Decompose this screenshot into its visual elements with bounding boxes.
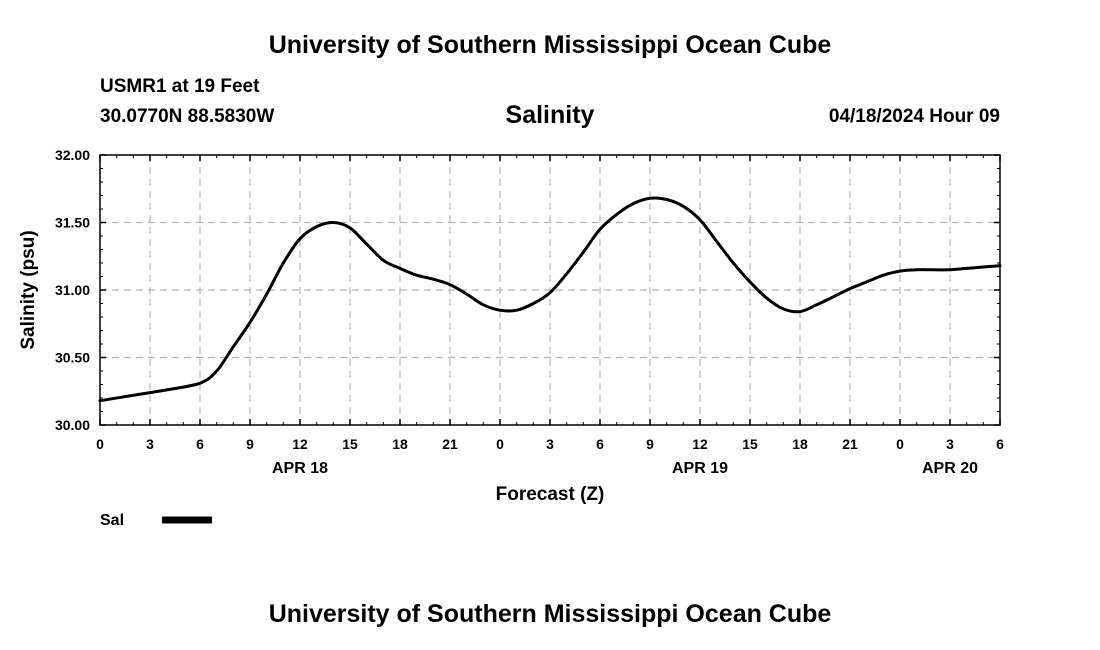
y-tick-label: 31.50 bbox=[55, 215, 90, 231]
x-tick-label: 3 bbox=[946, 436, 954, 452]
legend-label: Sal bbox=[100, 512, 124, 529]
coordinates-label: 30.0770N 88.5830W bbox=[100, 106, 275, 127]
station-label: USMR1 at 19 Feet bbox=[100, 76, 260, 97]
x-axis-label: Forecast (Z) bbox=[496, 484, 605, 505]
x-tick-label: 15 bbox=[742, 436, 758, 452]
x-tick-label: 0 bbox=[496, 436, 504, 452]
day-label: APR 19 bbox=[672, 460, 728, 477]
x-tick-label: 9 bbox=[246, 436, 254, 452]
issued-datetime: 04/18/2024 Hour 09 bbox=[828, 106, 1000, 127]
x-tick-label: 21 bbox=[842, 436, 858, 452]
y-tick-label: 30.00 bbox=[55, 417, 90, 433]
grid bbox=[100, 155, 1000, 425]
x-tick-label: 18 bbox=[792, 436, 808, 452]
x-tick-label: 9 bbox=[646, 436, 654, 452]
x-tick-label: 6 bbox=[596, 436, 604, 452]
x-tick-label: 3 bbox=[546, 436, 554, 452]
day-label: APR 18 bbox=[272, 460, 328, 477]
y-tick-label: 30.50 bbox=[55, 350, 90, 366]
x-tick-label: 3 bbox=[146, 436, 154, 452]
x-tick-label: 6 bbox=[196, 436, 204, 452]
page-title: University of Southern Mississippi Ocean… bbox=[268, 31, 832, 59]
x-tick-label: 18 bbox=[392, 436, 408, 452]
day-label: APR 20 bbox=[922, 460, 978, 477]
y-axis-label: Salinity (psu) bbox=[18, 230, 39, 349]
footer-title: University of Southern Mississippi Ocean… bbox=[268, 600, 832, 628]
x-tick-label: 0 bbox=[96, 436, 104, 452]
y-tick-label: 31.00 bbox=[55, 282, 90, 298]
x-tick-label: 15 bbox=[342, 436, 358, 452]
x-tick-label: 0 bbox=[896, 436, 904, 452]
salinity-series-line bbox=[98, 196, 1002, 403]
y-tick-label: 32.00 bbox=[55, 147, 90, 163]
axis-ticks bbox=[99, 154, 1001, 426]
parameter-title: Salinity bbox=[505, 101, 595, 129]
axis-labels: 0 3 6 9 12 15 18 21 0 3 6 9 12 15 18 21 0 3 6 30.00 30.50 31.… bbox=[18, 147, 1004, 505]
x-tick-label: 6 bbox=[996, 436, 1004, 452]
x-tick-label: 21 bbox=[442, 436, 458, 452]
x-tick-label: 12 bbox=[292, 436, 308, 452]
legend: Sal bbox=[100, 512, 212, 529]
x-tick-label: 12 bbox=[692, 436, 708, 452]
